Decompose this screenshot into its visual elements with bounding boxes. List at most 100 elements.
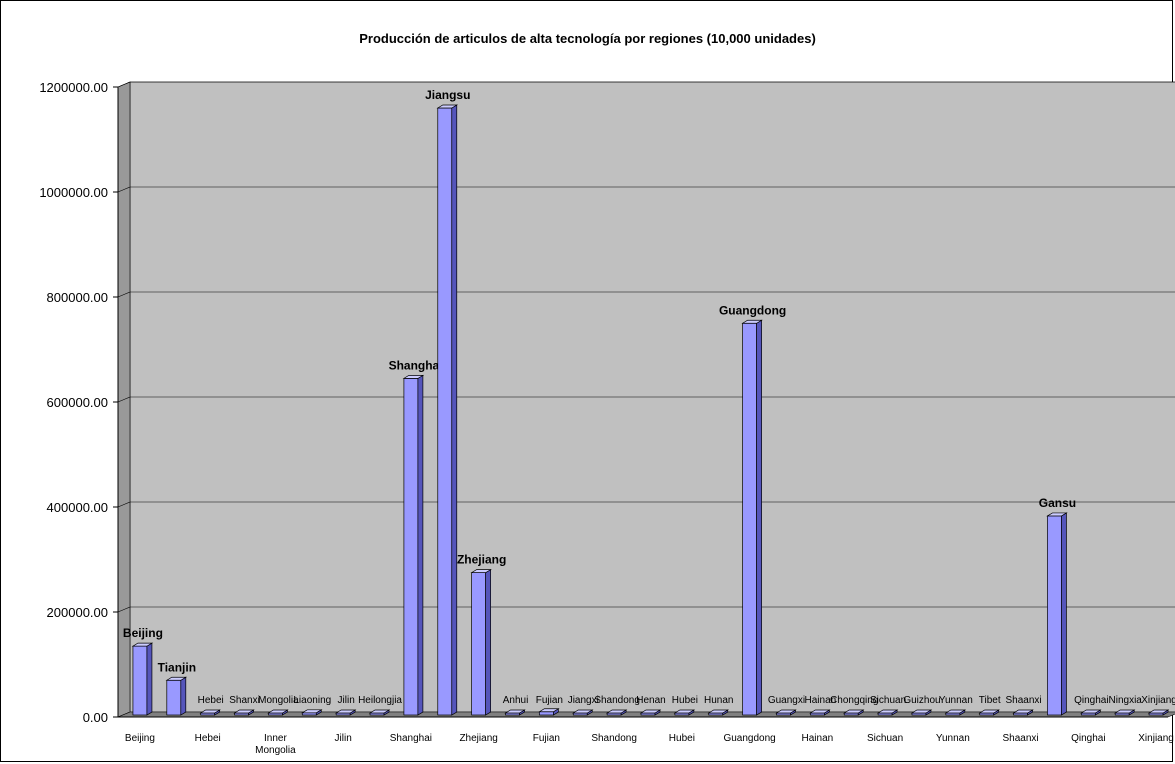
bar-beijing xyxy=(131,642,154,716)
bar-top xyxy=(1080,709,1102,714)
bar-top xyxy=(368,709,391,714)
bar-top xyxy=(233,709,255,714)
x-tick-label: Guangdong xyxy=(723,733,775,744)
bar-jiangsu xyxy=(436,104,459,716)
bar-side xyxy=(451,104,458,716)
data-label: Tianjin xyxy=(158,660,196,674)
x-tick-label: Qinghai xyxy=(1071,733,1105,744)
bar-side xyxy=(146,642,153,716)
x-tick-label: Shandong xyxy=(591,733,637,744)
bar-top xyxy=(301,709,323,714)
data-label: Shaanxi xyxy=(1006,695,1042,706)
y-tick-label: 200000.00 xyxy=(47,605,108,620)
bar-top xyxy=(775,709,797,714)
bar-top xyxy=(605,709,628,714)
data-label: Shangha xyxy=(389,358,440,372)
x-tick-label: Mongolia xyxy=(255,745,296,756)
bar-top xyxy=(809,709,831,714)
data-label: Shandong xyxy=(594,695,640,706)
x-tick-label: Shaanxi xyxy=(1003,733,1039,744)
bar-guizhou xyxy=(910,709,933,716)
x-tick-label: Hainan xyxy=(802,733,834,744)
bar-guangxi xyxy=(775,709,797,716)
data-label: Jilin xyxy=(338,695,355,706)
y-tick-label: 1200000.00 xyxy=(39,80,108,95)
y-tick-label: 400000.00 xyxy=(47,500,108,515)
bar-tianjin xyxy=(165,676,188,716)
bar-hunan xyxy=(707,709,730,716)
bar-top xyxy=(199,709,221,714)
x-tick-label: Xinjiang xyxy=(1138,733,1174,744)
bar-qinghai xyxy=(1080,709,1102,716)
x-tick-label: Beijing xyxy=(125,733,155,744)
data-label: Hainan xyxy=(805,695,837,706)
data-label: Guangdong xyxy=(719,303,786,317)
bar-top xyxy=(639,709,662,714)
bar-fujian xyxy=(538,708,560,716)
bar-shanxi xyxy=(233,709,255,716)
bar-top xyxy=(978,709,1000,714)
bar-top xyxy=(876,709,899,714)
bar-chongqing xyxy=(842,709,865,716)
bar-top xyxy=(131,642,154,647)
bar-top xyxy=(1012,709,1034,714)
bar-top xyxy=(436,104,459,109)
bar-inner-mongolia xyxy=(267,709,289,716)
bar-top xyxy=(1046,512,1068,517)
bar-top xyxy=(842,709,865,714)
x-tick-label: Shanghai xyxy=(390,733,432,744)
data-label: Ningxia xyxy=(1109,695,1143,706)
bar-top xyxy=(470,569,492,573)
bar-top xyxy=(504,709,526,714)
bar-zhejiang xyxy=(470,569,492,716)
bar-side xyxy=(180,676,187,716)
bar-top xyxy=(944,709,967,714)
x-tick-label: Sichuan xyxy=(867,733,903,744)
bar-front xyxy=(471,572,486,716)
bar-guangdong xyxy=(741,319,763,716)
x-tick-label: Hubei xyxy=(669,733,695,744)
bar-top xyxy=(1147,709,1170,714)
gridline-side xyxy=(117,501,131,508)
y-tick-label: 600000.00 xyxy=(47,395,108,410)
bar-gansu xyxy=(1046,512,1068,716)
gridline-side xyxy=(117,186,131,193)
y-tick-label: 0.00 xyxy=(83,710,108,725)
data-label: Beijing xyxy=(123,626,163,640)
bar-jilin xyxy=(334,709,357,716)
bar-shandong xyxy=(605,709,628,716)
data-label: Heilongjia xyxy=(358,695,402,706)
data-label: Jiangsu xyxy=(425,88,470,102)
data-label: Sichuan xyxy=(870,695,906,706)
data-label: Liaoning xyxy=(293,695,331,706)
bar-front xyxy=(132,645,148,716)
bar-top xyxy=(673,709,696,714)
bar-hubei xyxy=(673,709,696,716)
data-label: Qinghai xyxy=(1074,695,1108,706)
bar-jiangxi xyxy=(571,709,594,716)
bar-henan xyxy=(639,709,662,716)
bar-liaoning xyxy=(301,709,323,716)
bar-top xyxy=(1113,709,1136,714)
bar-sichuan xyxy=(876,709,899,716)
y-tick-label: 1000000.00 xyxy=(39,185,108,200)
bar-top xyxy=(707,709,730,714)
gridline-side xyxy=(117,606,131,613)
gridline-side xyxy=(117,396,131,403)
data-label: Anhui xyxy=(503,695,529,706)
data-label: Jiangxi xyxy=(568,695,599,706)
bar-xinjiang xyxy=(1147,709,1170,716)
x-tick-label: Hebei xyxy=(195,733,221,744)
data-label: Gansu xyxy=(1039,496,1076,510)
bar-front xyxy=(742,322,757,716)
bar-top xyxy=(267,709,289,714)
data-label: Zhejiang xyxy=(457,553,506,567)
bar-hainan xyxy=(809,709,831,716)
gridline-side xyxy=(117,291,131,298)
data-label: Tibet xyxy=(979,695,1001,706)
chart-title: Producción de articulos de alta tecnolog… xyxy=(359,31,816,46)
x-tick-label: Inner xyxy=(264,733,287,744)
bar-top xyxy=(910,709,933,714)
data-label: Mongolia xyxy=(258,695,299,706)
